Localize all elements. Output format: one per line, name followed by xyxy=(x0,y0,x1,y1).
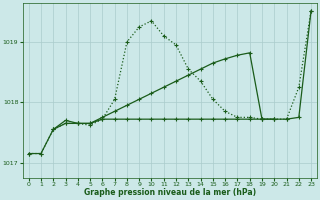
X-axis label: Graphe pression niveau de la mer (hPa): Graphe pression niveau de la mer (hPa) xyxy=(84,188,256,197)
